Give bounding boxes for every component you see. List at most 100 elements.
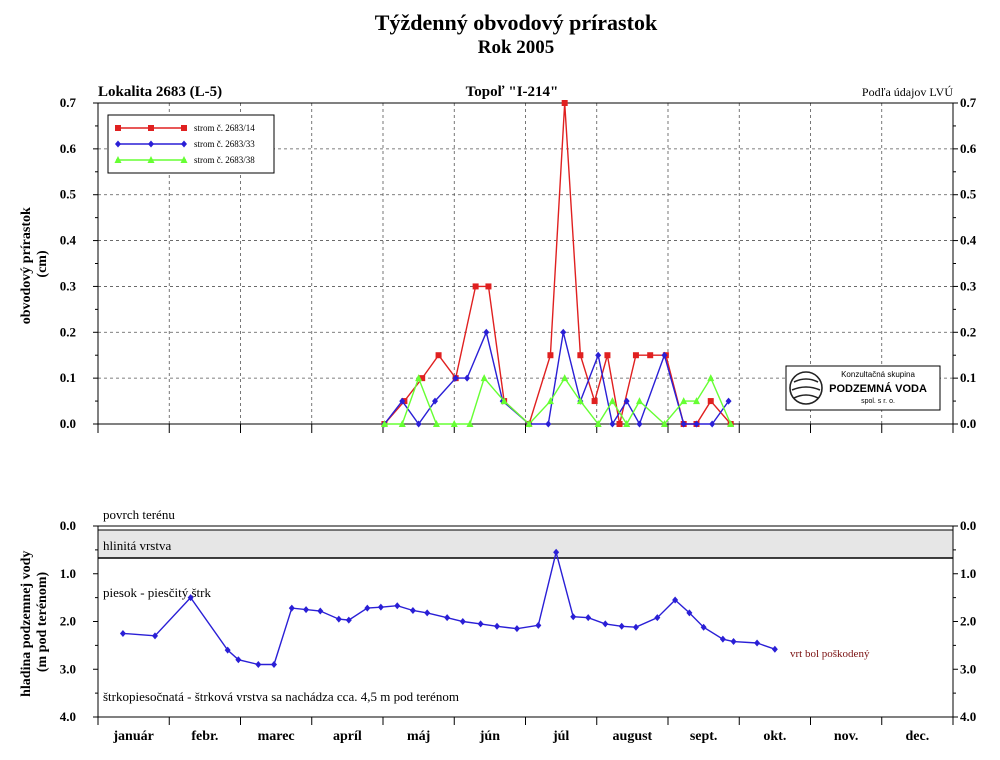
- data-point: [415, 420, 422, 428]
- data-point: [602, 620, 609, 628]
- top-y-axis-label: obvodový prírastok (cm): [19, 204, 50, 325]
- data-point: [452, 374, 459, 382]
- legend-item: strom č. 2683/38: [114, 155, 255, 165]
- data-point: [636, 397, 643, 405]
- month-label: febr.: [191, 729, 218, 744]
- data-point: [288, 604, 295, 612]
- bottom-y-axis-label-line2: (m pod terénom): [35, 572, 50, 673]
- data-point: [680, 420, 687, 428]
- data-point: [719, 635, 726, 643]
- bottom-y-tick-label-left: 2.0: [60, 614, 76, 629]
- data-point: [727, 420, 735, 427]
- data-point: [535, 621, 542, 629]
- damaged-well-note: vrt bol poškodený: [790, 648, 870, 660]
- legend-label: strom č. 2683/14: [194, 123, 255, 133]
- top-series: [380, 100, 735, 428]
- data-point: [560, 328, 567, 336]
- data-point: [119, 629, 126, 637]
- legend-marker: [181, 140, 187, 148]
- company-logo: Konzultačná skupina PODZEMNÁ VODA spol. …: [785, 365, 941, 411]
- data-point: [432, 420, 440, 427]
- data-point: [618, 622, 625, 630]
- data-point: [466, 420, 474, 427]
- top-y-tick-label-left: 0.3: [60, 278, 77, 293]
- data-point: [303, 606, 310, 614]
- bottom-series: [119, 548, 778, 668]
- data-point: [409, 607, 416, 615]
- data-point: [636, 420, 643, 428]
- legend: strom č. 2683/14 strom č. 2683/33 strom č.…: [107, 114, 275, 174]
- month-label: marec: [258, 729, 295, 744]
- data-point: [654, 614, 661, 622]
- data-point: [693, 397, 700, 405]
- series-2: [381, 328, 732, 428]
- data-point: [632, 623, 639, 631]
- data-point: [570, 613, 577, 621]
- month-label: nov.: [834, 729, 859, 744]
- data-point: [399, 397, 406, 405]
- top-y-tick-label-right: 0.0: [960, 416, 976, 431]
- bottom-y-tick-label-left: 0.0: [60, 518, 76, 533]
- data-point: [419, 375, 426, 382]
- data-point: [364, 604, 371, 612]
- data-point: [444, 614, 451, 622]
- top-y-tick-label-left: 0.4: [60, 233, 77, 248]
- surface-label: povrch terénu: [103, 507, 175, 522]
- bottom-y-tick-label-right: 4.0: [960, 709, 976, 724]
- data-point: [477, 620, 484, 628]
- bottom-axes: 0.0 0.0 1.0 1.0 2.0 2.0 3.0 3.0 4.0 4.0: [60, 518, 976, 725]
- source-label: Podľa údajov LVÚ: [862, 85, 953, 99]
- data-point: [317, 607, 324, 615]
- data-point: [335, 615, 342, 623]
- data-point: [561, 374, 569, 382]
- bottom-y-tick-label-right: 0.0: [960, 518, 976, 533]
- bottom-y-tick-label-left: 1.0: [60, 566, 76, 581]
- top-y-axis-label-line1: obvodový prírastok: [19, 207, 34, 324]
- bottom-y-tick-label-right: 1.0: [960, 566, 976, 581]
- data-point: [661, 351, 668, 359]
- data-point: [187, 594, 194, 602]
- bottom-y-axis-label-line1: hladina podzemnej vody: [19, 551, 34, 697]
- clay-layer-label: hlinitá vrstva: [103, 538, 171, 553]
- month-label: august: [613, 729, 653, 744]
- data-point: [680, 397, 688, 405]
- legend-item: strom č. 2683/14: [115, 123, 255, 133]
- month-label: júl: [552, 729, 569, 744]
- data-point: [480, 374, 488, 382]
- top-y-tick-label-right: 0.5: [960, 187, 977, 202]
- month-labels: január febr. marec apríl máj jún júl august sept…: [112, 729, 929, 744]
- top-y-tick-label-left: 0.2: [60, 324, 76, 339]
- top-y-tick-label-right: 0.2: [960, 324, 976, 339]
- data-point: [398, 420, 406, 427]
- data-point: [730, 638, 737, 646]
- legend-label: strom č. 2683/33: [194, 139, 255, 149]
- data-point: [561, 100, 568, 106]
- month-label: okt.: [763, 729, 786, 744]
- data-point: [500, 397, 508, 405]
- data-point: [152, 632, 158, 640]
- legend-item: strom č. 2683/33: [115, 139, 255, 149]
- bottom-y-tick-label-right: 3.0: [960, 661, 976, 676]
- data-point: [377, 603, 384, 611]
- data-point: [686, 609, 693, 617]
- month-label: január: [112, 729, 153, 744]
- data-point: [577, 352, 584, 359]
- data-point: [660, 420, 668, 427]
- data-point: [595, 351, 602, 359]
- logo-line2: PODZEMNÁ VODA: [829, 382, 927, 395]
- gravel-layer-label: štrkopiesočnatá - štrková vrstva sa nach…: [103, 689, 459, 704]
- data-point: [472, 283, 479, 290]
- data-point: [547, 352, 554, 359]
- data-point: [771, 645, 778, 653]
- data-point: [616, 421, 623, 427]
- top-y-tick-label-left: 0.0: [60, 416, 76, 431]
- locality-label: Lokalita 2683 (L-5): [98, 84, 222, 100]
- data-point: [672, 596, 679, 604]
- bottom-y-tick-label-left: 3.0: [60, 661, 76, 676]
- legend-marker: [147, 156, 155, 163]
- data-point: [432, 397, 439, 405]
- data-point: [394, 602, 401, 610]
- data-point: [604, 352, 611, 359]
- top-y-tick-label-right: 0.7: [960, 95, 977, 110]
- data-point: [545, 420, 552, 428]
